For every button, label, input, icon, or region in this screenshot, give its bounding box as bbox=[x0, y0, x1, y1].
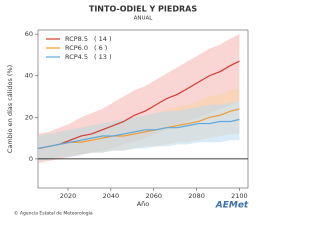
plot-frame bbox=[37, 29, 249, 189]
x-tick-label: 2060 bbox=[145, 192, 162, 200]
y-tick-label: 60 bbox=[25, 30, 33, 38]
x-axis-label: Año bbox=[137, 200, 150, 208]
chart-subtitle: ANUAL bbox=[134, 16, 154, 22]
y-tick-label: 0 bbox=[29, 155, 33, 163]
chart-title: TINTO-ODIEL Y PIEDRAS bbox=[89, 5, 197, 14]
y-tick-label: 40 bbox=[25, 72, 33, 80]
legend-count: ( 14 ) bbox=[94, 35, 111, 43]
series-line bbox=[37, 60, 240, 150]
legend-label: RCP8.5 bbox=[65, 35, 88, 43]
legend-count: ( 6 ) bbox=[94, 44, 107, 52]
legend-count: ( 13 ) bbox=[94, 53, 111, 61]
x-tick-label: 2040 bbox=[103, 192, 120, 200]
x-tick-label: 2020 bbox=[60, 192, 77, 200]
y-axis-label: Cambio en días cálidos (%) bbox=[6, 65, 14, 153]
x-tick-label: 2080 bbox=[188, 192, 205, 200]
x-tick-label: 2100 bbox=[231, 192, 248, 200]
footer: © Agencia Estatal de Meteorología bbox=[14, 210, 93, 217]
series-line bbox=[37, 118, 240, 150]
legend-label: RCP4.5 bbox=[65, 53, 88, 61]
legend-label: RCP6.0 bbox=[65, 44, 88, 52]
logo: AEMet bbox=[215, 201, 249, 211]
chart: TINTO-ODIEL Y PIEDRAS ANUAL Cambio en dí… bbox=[6, 5, 249, 217]
y-tick-label: 20 bbox=[25, 113, 33, 121]
